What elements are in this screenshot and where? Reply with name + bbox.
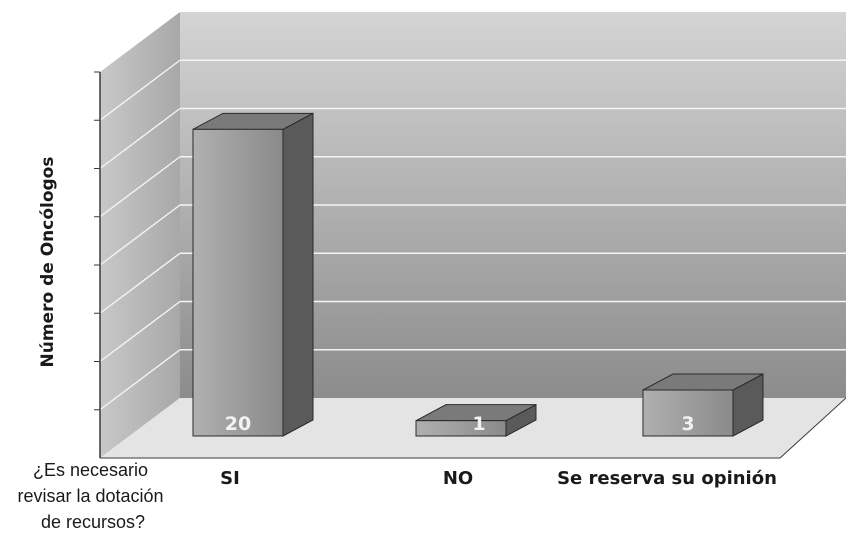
gridline-side xyxy=(99,349,181,411)
x-axis-title: ¿Es necesario revisar la dotación de rec… xyxy=(17,460,168,532)
bar xyxy=(415,403,537,437)
bar xyxy=(192,112,314,437)
bar-front xyxy=(642,389,734,437)
bar xyxy=(642,373,764,437)
x-axis-title-line-2: revisar la dotación xyxy=(17,486,163,506)
category-label: SI xyxy=(220,468,240,489)
y-axis-title: Número de Oncólogos xyxy=(38,157,58,368)
category-label: Se reserva su opinión xyxy=(557,468,777,489)
gridline-side xyxy=(99,252,181,314)
gridline-side xyxy=(99,59,181,121)
gridline-side xyxy=(99,204,181,266)
bars xyxy=(192,112,764,437)
bar-front xyxy=(415,420,507,437)
value-label: 1 xyxy=(472,413,485,435)
bar-side xyxy=(282,112,314,437)
category-label: NO xyxy=(443,468,473,489)
gridline-side xyxy=(99,300,181,363)
floor-front-edge xyxy=(779,397,846,459)
value-label: 3 xyxy=(681,413,694,435)
category-labels: SI NO Se reserva su opinión xyxy=(220,468,777,489)
x-axis-title-line-1: ¿Es necesario xyxy=(33,460,148,480)
gridline-side xyxy=(99,156,181,218)
bar-front xyxy=(192,128,284,437)
gridline-side xyxy=(99,107,181,170)
value-labels: 20 1 3 xyxy=(225,413,695,435)
y-axis-ticks xyxy=(94,71,100,411)
x-axis-title-line-3: de recursos? xyxy=(41,512,145,532)
value-label: 20 xyxy=(225,413,251,435)
